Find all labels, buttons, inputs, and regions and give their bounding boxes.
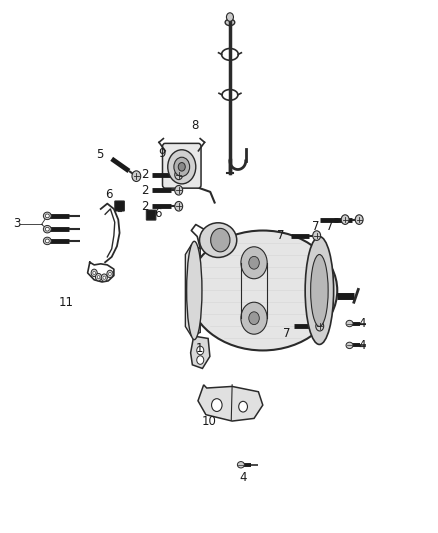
Circle shape <box>212 399 222 411</box>
Circle shape <box>178 163 185 171</box>
Circle shape <box>93 271 95 274</box>
Circle shape <box>168 150 196 184</box>
Ellipse shape <box>43 212 51 220</box>
Circle shape <box>109 272 111 276</box>
Text: 9: 9 <box>159 147 166 160</box>
Circle shape <box>97 276 100 279</box>
Ellipse shape <box>199 223 237 257</box>
Text: 2: 2 <box>141 168 148 181</box>
Ellipse shape <box>46 239 49 243</box>
Text: 8: 8 <box>191 119 198 132</box>
Text: 6: 6 <box>105 188 113 201</box>
Text: 2: 2 <box>141 184 148 197</box>
Circle shape <box>355 215 363 224</box>
Circle shape <box>175 201 183 211</box>
Text: 7: 7 <box>276 229 284 242</box>
FancyBboxPatch shape <box>162 143 201 188</box>
Circle shape <box>174 157 190 176</box>
Circle shape <box>175 170 183 180</box>
Polygon shape <box>185 245 200 336</box>
Polygon shape <box>198 385 263 421</box>
Circle shape <box>313 231 321 240</box>
Text: 11: 11 <box>58 296 73 309</box>
Text: 1: 1 <box>195 342 203 354</box>
Polygon shape <box>191 336 210 368</box>
Ellipse shape <box>46 214 49 217</box>
Text: 4: 4 <box>239 471 247 483</box>
Ellipse shape <box>188 230 337 351</box>
Text: 6: 6 <box>154 207 162 220</box>
Circle shape <box>241 247 267 279</box>
Text: 5: 5 <box>96 148 103 161</box>
Circle shape <box>211 229 230 252</box>
Text: 7: 7 <box>311 220 319 233</box>
Ellipse shape <box>43 225 51 233</box>
Ellipse shape <box>46 227 49 231</box>
FancyBboxPatch shape <box>146 210 156 220</box>
Text: 3: 3 <box>13 217 20 230</box>
Text: 7: 7 <box>283 327 291 340</box>
Circle shape <box>249 256 259 269</box>
Ellipse shape <box>305 237 334 344</box>
Ellipse shape <box>225 19 235 26</box>
Ellipse shape <box>43 237 51 245</box>
Text: 4: 4 <box>358 339 366 352</box>
Circle shape <box>95 273 102 281</box>
Text: 7: 7 <box>325 220 333 233</box>
Ellipse shape <box>237 462 244 468</box>
Circle shape <box>249 312 259 325</box>
Circle shape <box>101 274 107 281</box>
Circle shape <box>226 13 233 21</box>
Circle shape <box>197 346 204 355</box>
Ellipse shape <box>187 241 202 340</box>
Ellipse shape <box>346 320 353 327</box>
Circle shape <box>132 171 141 181</box>
Circle shape <box>241 302 267 334</box>
Ellipse shape <box>346 342 353 349</box>
Circle shape <box>107 270 113 278</box>
FancyBboxPatch shape <box>115 201 124 211</box>
Circle shape <box>316 321 324 331</box>
Text: 10: 10 <box>202 415 217 427</box>
Circle shape <box>91 269 97 277</box>
Circle shape <box>341 215 349 224</box>
Circle shape <box>239 401 247 412</box>
Circle shape <box>197 356 204 365</box>
Circle shape <box>103 276 106 279</box>
Text: 4: 4 <box>358 317 366 330</box>
Circle shape <box>175 185 183 195</box>
Ellipse shape <box>311 255 328 326</box>
Text: 2: 2 <box>141 200 148 213</box>
